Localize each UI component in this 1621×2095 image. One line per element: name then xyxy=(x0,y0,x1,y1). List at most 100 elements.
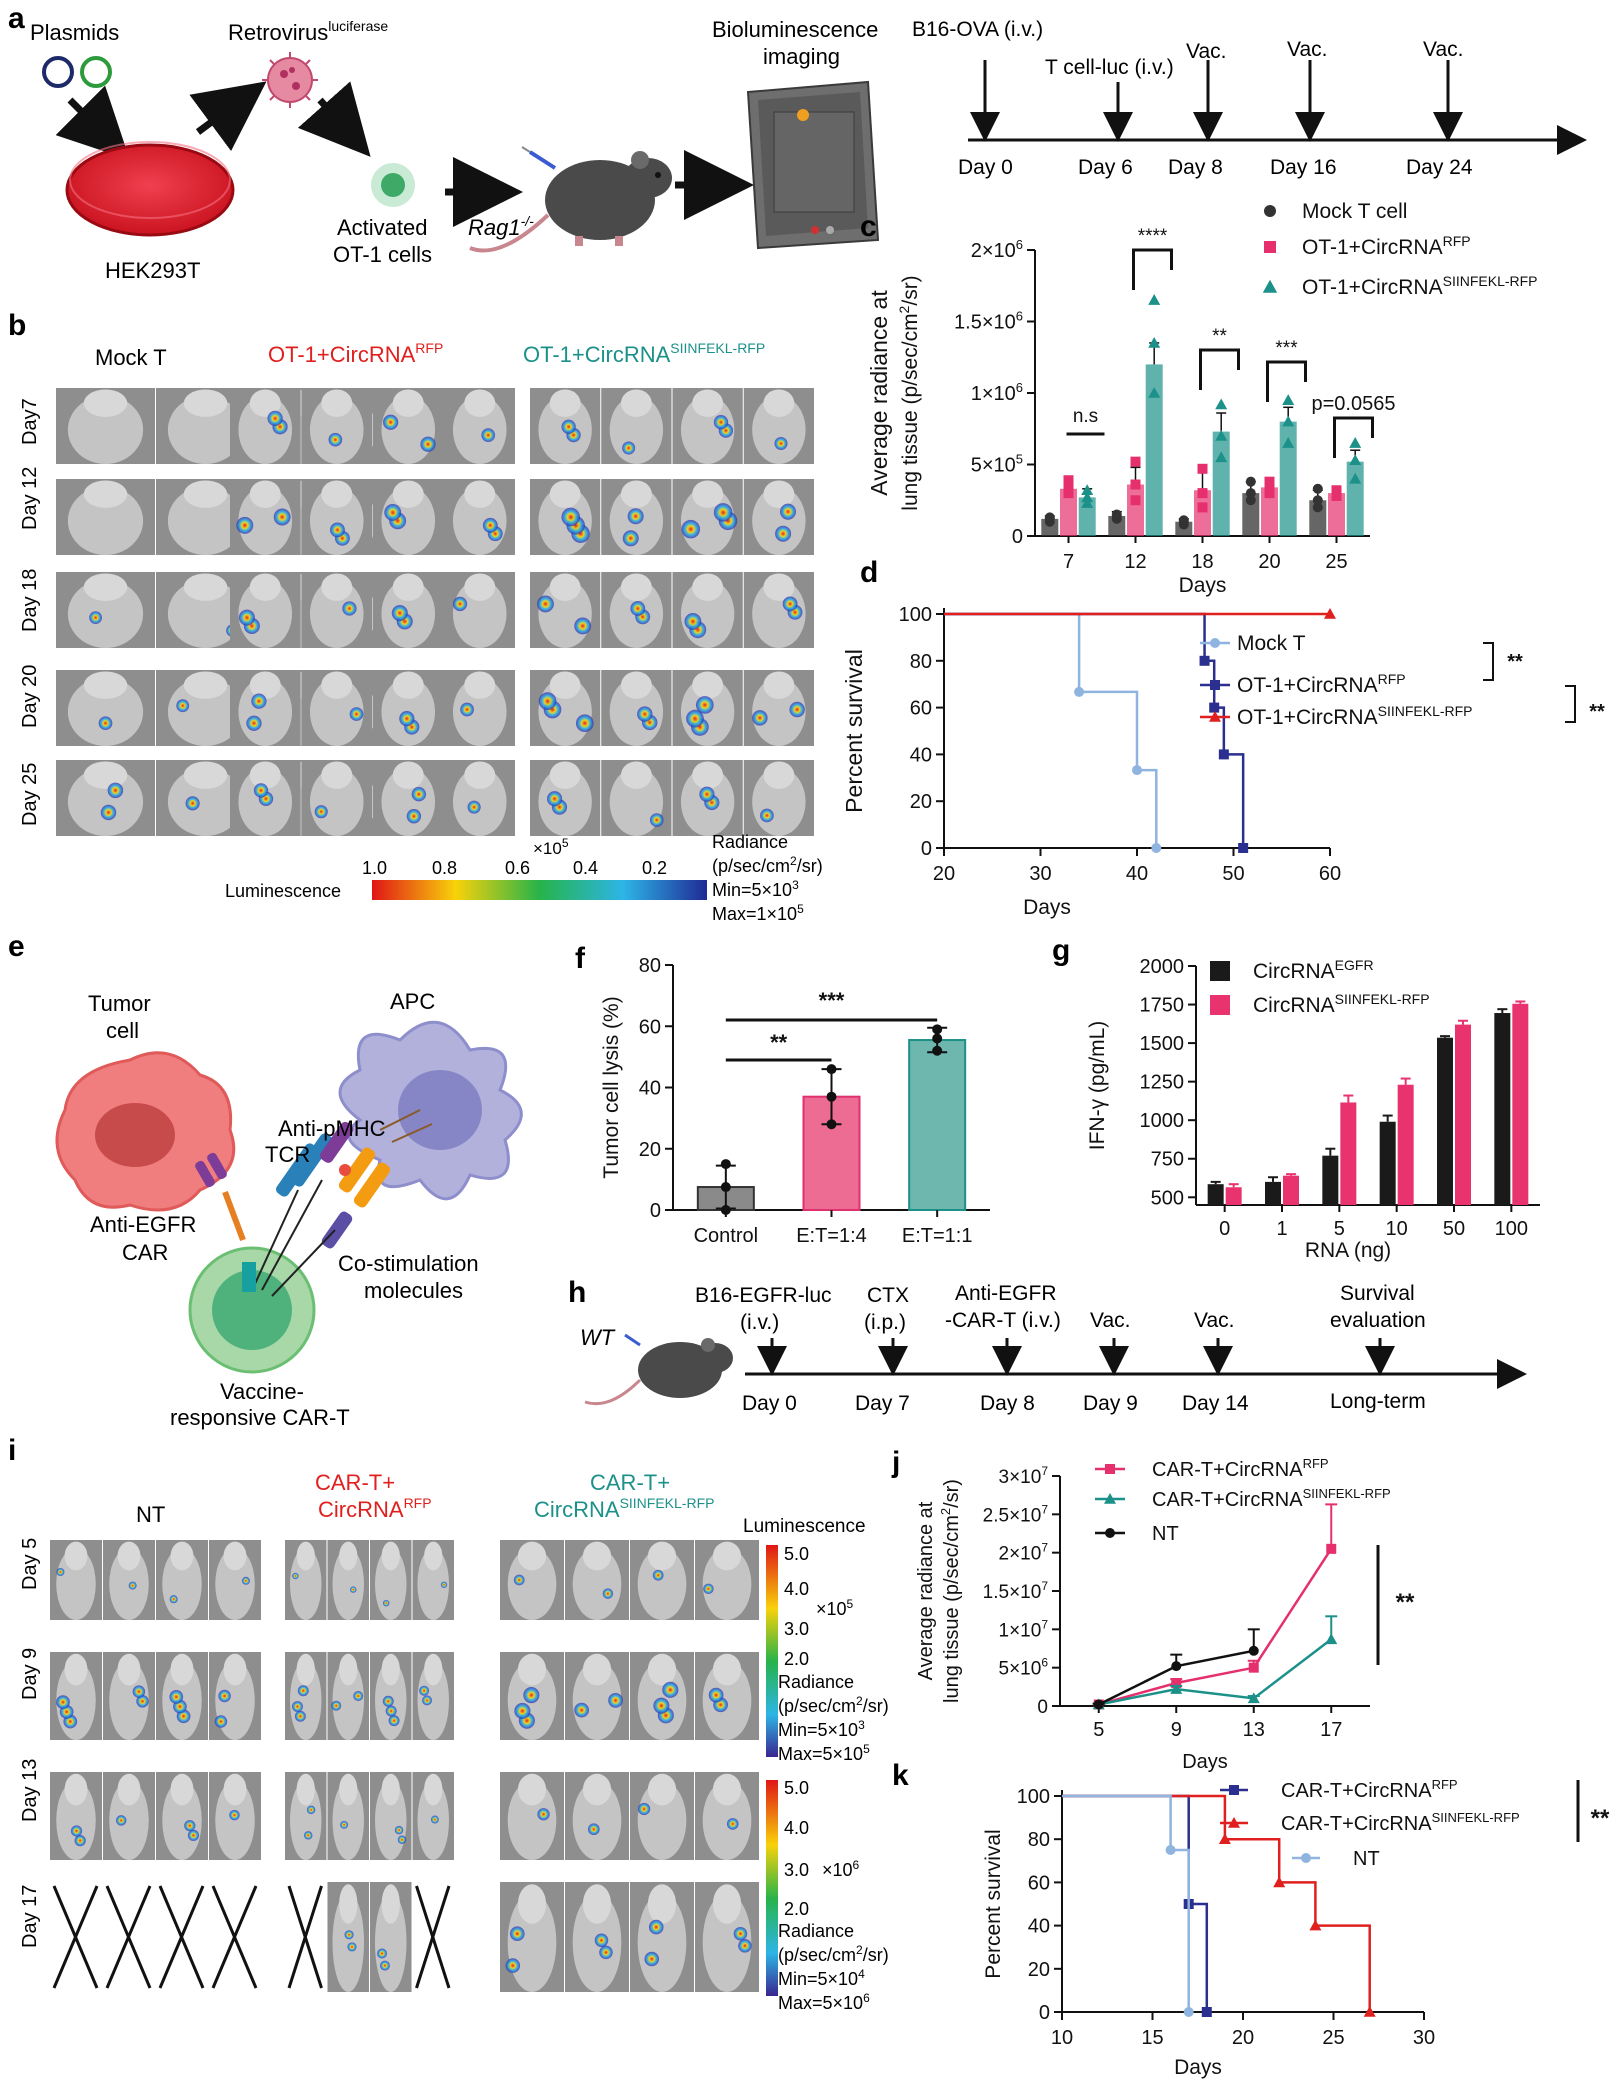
mouse-body xyxy=(332,1780,365,1860)
data-point xyxy=(720,1182,731,1193)
mouse-head xyxy=(392,389,424,417)
panel-k: k 0 20 40 60 80 100 10 15 20 25 30 Days Percent surv… xyxy=(892,1759,1610,2079)
timeline-event-label: B16-OVA (i.v.) xyxy=(912,18,1043,41)
mouse-head xyxy=(392,671,424,699)
data-point xyxy=(826,1091,837,1102)
text-part: 2.5×10 xyxy=(983,1505,1042,1526)
panel-label-f: f xyxy=(575,942,586,975)
mouse-head xyxy=(549,480,581,508)
data-point xyxy=(1132,765,1142,776)
timeline-event-label: Vac. xyxy=(1186,40,1226,63)
colorbar-tick: 0.8 xyxy=(432,858,457,878)
mouse-body xyxy=(67,395,144,464)
panel-label-k: k xyxy=(892,1759,909,1792)
luminescence-signal xyxy=(297,1685,309,1697)
mouse-body xyxy=(752,486,806,555)
luminescence-signal xyxy=(789,701,805,718)
luminescence-signal xyxy=(695,696,714,714)
luminescence-signal xyxy=(514,1702,531,1720)
luminescence-signal xyxy=(56,1695,70,1710)
superscript: 6 xyxy=(1016,237,1023,252)
superscript: 7 xyxy=(1041,1541,1048,1555)
legend-label: NT xyxy=(1152,1523,1179,1545)
data-point xyxy=(932,1024,943,1035)
data-point xyxy=(1264,488,1275,499)
mouse-head xyxy=(392,761,424,789)
superscript: RFP xyxy=(1432,1777,1458,1792)
mouse-head xyxy=(381,1884,400,1924)
bar xyxy=(1145,364,1163,536)
group-label-car-siinfekl: CAR-T+ xyxy=(590,1470,670,1495)
data-point xyxy=(1309,1919,1322,1931)
timeline-day-label: Day 7 xyxy=(855,1392,910,1415)
data-point xyxy=(1197,488,1208,499)
timeline-day-label: Day 24 xyxy=(1406,156,1473,179)
mouse-body xyxy=(381,767,436,836)
mouse-body xyxy=(572,1780,622,1860)
group-label-nt: NT xyxy=(136,1502,165,1527)
timeline-event-label: B16-EGFR-luc xyxy=(695,1284,832,1307)
text-part: 5×10 xyxy=(999,1659,1042,1680)
superscript: RFP xyxy=(1303,1456,1329,1471)
luminescence-signal xyxy=(330,522,345,538)
luminescence-signal xyxy=(382,1599,390,1607)
text-part: OT-1+CircRNA xyxy=(1237,674,1378,697)
mouse-head xyxy=(249,480,281,508)
luminescence-signal xyxy=(738,1939,752,1953)
data-point xyxy=(1178,515,1189,526)
bar xyxy=(1512,1003,1529,1205)
mouse-head xyxy=(183,671,228,699)
x-tick-label: 15 xyxy=(1141,2027,1163,2049)
y-tick-label: 1250 xyxy=(1140,1072,1185,1094)
mouse-head xyxy=(170,1541,194,1571)
mouse-head xyxy=(464,671,496,699)
mouse-head xyxy=(424,1773,443,1806)
legend-label: OT-1+CircRNASIINFEKL-RFP xyxy=(1237,703,1473,729)
data-point xyxy=(1248,1645,1259,1656)
text-part: CAR-T+CircRNA xyxy=(1281,1813,1432,1835)
data-point xyxy=(1331,485,1342,496)
data-point xyxy=(1199,655,1210,666)
scale-tick: 5.0 xyxy=(784,1544,809,1564)
mouse-head xyxy=(647,1884,677,1924)
luminescence-signal xyxy=(782,596,798,612)
y-tick-label: 60 xyxy=(910,698,932,720)
y-axis-title: lung tissue (p/sec/cm2/sr) xyxy=(938,1479,963,1703)
mouse-head xyxy=(296,1773,315,1806)
x-tick-label: 7 xyxy=(1063,551,1074,573)
luminescence-signal xyxy=(342,601,357,616)
colorbar-tick: 0.4 xyxy=(573,858,598,878)
luminescence-signal xyxy=(481,428,496,442)
mouse-head xyxy=(117,1541,141,1571)
car-t-cell-icon xyxy=(188,1246,316,1374)
bar xyxy=(1225,1187,1242,1205)
bar xyxy=(1455,1024,1471,1205)
bar xyxy=(1212,431,1230,536)
arrow-icon xyxy=(189,81,267,152)
mouse-head xyxy=(339,1773,358,1806)
car-label: CAR xyxy=(122,1240,168,1265)
scale-tick: 2.0 xyxy=(784,1899,809,1919)
survival-line xyxy=(944,612,1245,848)
mouse-body xyxy=(167,677,244,746)
plasmids-label: Plasmids xyxy=(30,20,119,45)
mouse-body xyxy=(309,486,364,555)
cross-mark-icon xyxy=(105,1885,152,1989)
x-tick-label: 100 xyxy=(1495,1218,1528,1240)
mouse-body xyxy=(637,1893,687,1992)
mouse-body xyxy=(452,395,507,464)
luminescence-signal xyxy=(733,1926,748,1941)
cross-mark-icon xyxy=(287,1885,323,1989)
mouse-head xyxy=(692,389,724,417)
mouse-head xyxy=(517,1541,547,1571)
luminescence-signal xyxy=(752,710,768,726)
x-tick-label: 25 xyxy=(1325,551,1347,573)
y-tick-label: 2000 xyxy=(1140,956,1185,978)
mouse-head xyxy=(712,1541,742,1571)
data-point xyxy=(1093,1699,1104,1710)
x-tick-label: 0 xyxy=(1219,1218,1230,1240)
